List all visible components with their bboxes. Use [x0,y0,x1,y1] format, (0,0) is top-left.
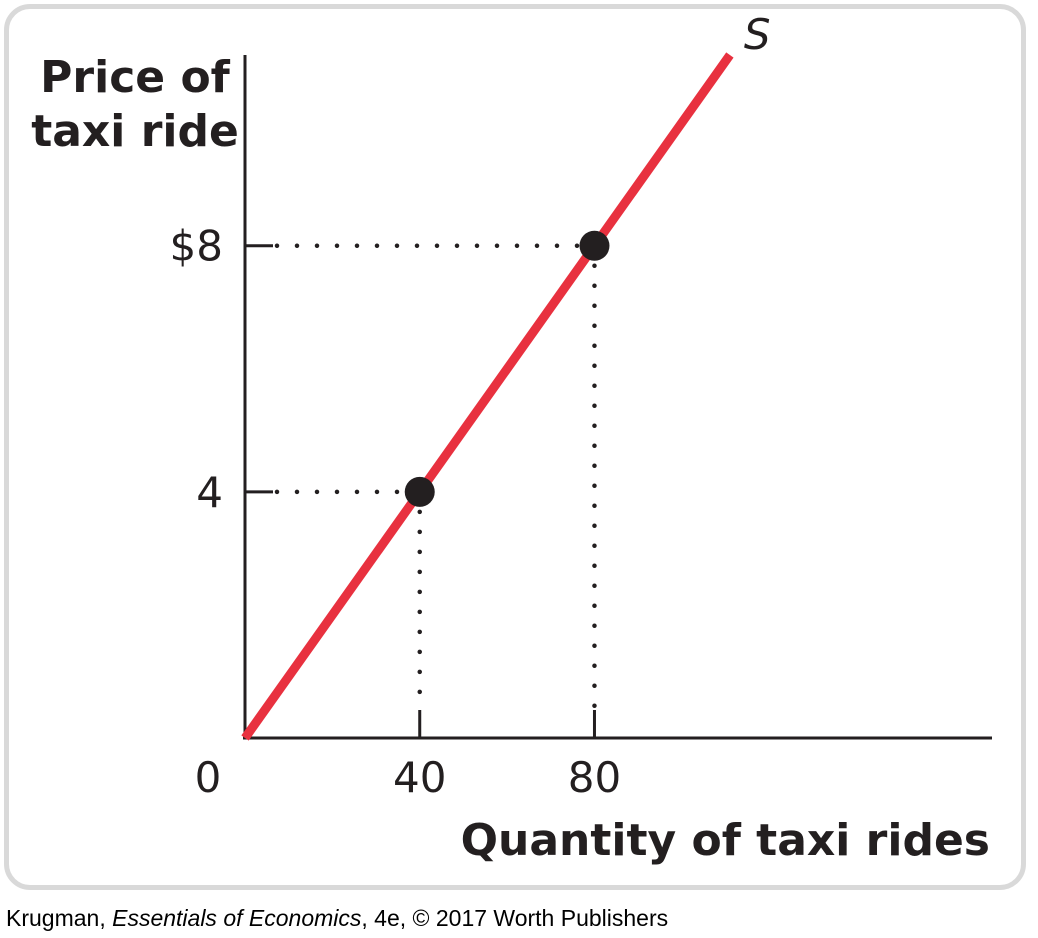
credit-rest: , 4e, © 2017 Worth Publishers [361,905,669,931]
credit-author: Krugman, [6,905,113,931]
figure-credit: Krugman, Essentials of Economics, 4e, © … [6,905,668,932]
ticks: 40 80 4 $8 [170,222,622,802]
x-axis-title: Quantity of taxi rides [461,815,990,866]
x-tick-label: 40 [393,753,446,802]
y-tick-label: 4 [196,468,223,517]
axes [243,55,992,740]
supply-chart: 40 80 4 $8 S Price of taxi ride Quantity of… [31,10,992,866]
data-point [579,230,610,261]
y-tick-label: $8 [170,222,223,271]
series-label: S [744,10,771,59]
supply-curve-line [241,52,734,741]
origin-label: 0 [195,753,222,802]
x-tick-label: 80 [568,753,621,802]
figure-frame [4,4,1026,890]
guide-lines [274,243,597,709]
y-axis-title-line-1: Price of [40,52,231,103]
series: S [241,10,771,741]
data-point [404,476,435,507]
y-axis-title-line-2: taxi ride [31,106,239,157]
credit-book-title: Essentials of Economics [112,905,362,931]
